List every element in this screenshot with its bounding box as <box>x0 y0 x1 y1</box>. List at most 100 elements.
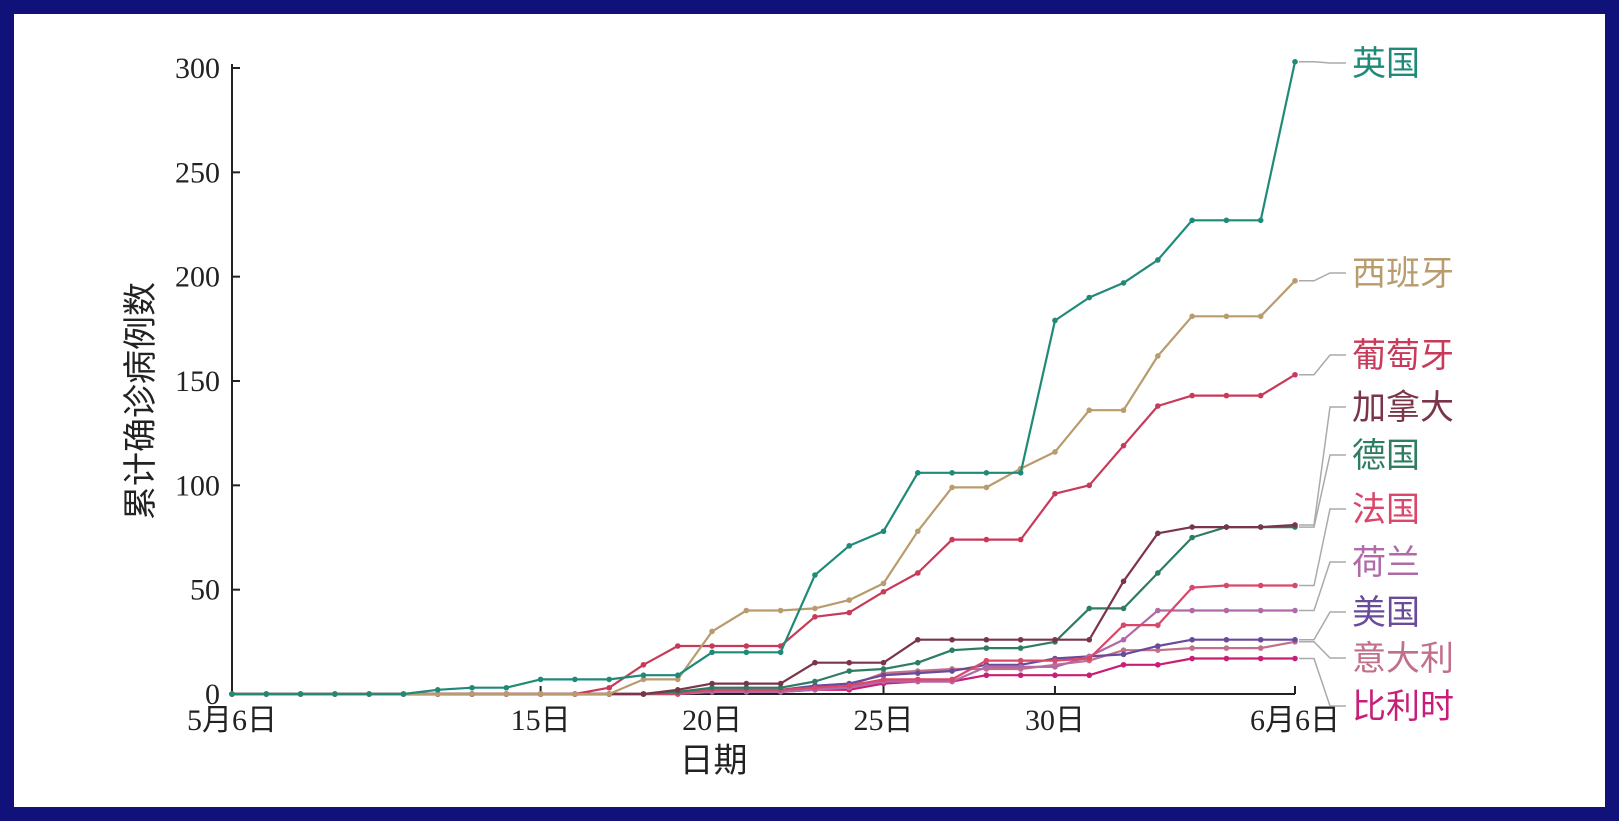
x-tick-label: 20日 <box>682 704 742 737</box>
x-tick-label: 6月6日 <box>1250 704 1340 737</box>
data-point <box>949 470 955 476</box>
data-point <box>1120 605 1127 612</box>
data-point <box>1223 313 1230 320</box>
legend-label: 西班牙 <box>1352 254 1454 294</box>
data-point <box>1223 524 1230 530</box>
data-point <box>1120 407 1127 414</box>
data-point <box>709 684 715 691</box>
data-point <box>1155 607 1161 614</box>
data-point <box>743 684 750 691</box>
data-point <box>812 659 818 666</box>
data-point <box>1017 657 1024 664</box>
legend-leader-line <box>1299 657 1346 707</box>
data-point <box>709 649 715 656</box>
data-point <box>1257 313 1264 320</box>
data-point <box>1086 482 1093 489</box>
data-point <box>1120 636 1127 643</box>
data-point <box>983 470 990 476</box>
data-point <box>1017 470 1024 476</box>
data-point <box>1189 655 1195 662</box>
data-point <box>1189 636 1195 643</box>
data-point <box>572 691 578 697</box>
data-point <box>949 676 955 683</box>
data-point <box>1223 392 1230 399</box>
data-point <box>1257 607 1264 614</box>
data-point <box>1189 524 1195 530</box>
data-point <box>1155 403 1161 409</box>
data-point <box>915 470 921 476</box>
data-point <box>1292 278 1298 284</box>
data-point <box>915 670 921 676</box>
data-point <box>606 684 612 691</box>
data-point <box>1223 645 1230 651</box>
data-point <box>1189 313 1195 320</box>
x-tick-label: 30日 <box>1025 704 1085 737</box>
series-line-2 <box>232 373 1296 696</box>
data-point <box>1189 534 1195 541</box>
legend-leader-line <box>1299 561 1346 612</box>
data-point <box>1052 449 1058 455</box>
x-tick-label: 5月6日 <box>187 704 277 737</box>
data-point <box>983 636 990 643</box>
cases-line-chart: 0 50 100 150 200 250 300 5月6日 15日 20日 25日 30日 6月6日日期… <box>121 44 1454 781</box>
legend-leader-line <box>1299 354 1346 376</box>
data-point <box>743 643 750 649</box>
y-axis-title: 累计确诊病例数 <box>121 282 161 520</box>
data-point <box>263 691 270 697</box>
data-point <box>1120 651 1127 658</box>
data-point <box>1052 490 1058 497</box>
data-point <box>880 666 887 672</box>
data-point <box>743 680 750 687</box>
data-point <box>949 536 955 543</box>
data-point <box>366 691 372 697</box>
data-point <box>1189 645 1195 651</box>
data-point <box>1086 672 1093 679</box>
data-point <box>983 664 990 670</box>
data-point <box>674 676 681 683</box>
data-point <box>434 691 441 697</box>
data-point <box>1223 636 1230 643</box>
legend-leader-line <box>1299 508 1346 587</box>
data-point <box>469 684 475 691</box>
data-point <box>915 636 921 643</box>
data-point <box>1155 643 1161 649</box>
y-tick-label: 200 <box>175 261 220 294</box>
data-point <box>1120 280 1127 286</box>
data-point <box>1257 392 1264 399</box>
data-point <box>674 643 681 649</box>
data-point <box>640 676 647 683</box>
data-point <box>332 691 338 697</box>
data-point <box>846 682 853 689</box>
data-point <box>949 636 955 643</box>
data-point <box>606 691 612 697</box>
data-point <box>640 672 647 679</box>
data-point <box>434 687 441 693</box>
series-line-0 <box>232 61 1297 696</box>
y-tick-label: 300 <box>175 52 220 85</box>
data-point <box>777 680 784 687</box>
data-point <box>880 528 887 535</box>
data-point <box>1257 636 1264 643</box>
x-tick-label: 25日 <box>854 704 914 737</box>
data-point <box>1086 655 1093 662</box>
data-point <box>812 613 818 620</box>
data-point <box>880 588 887 595</box>
data-point <box>297 691 304 697</box>
data-point <box>983 536 990 543</box>
data-point <box>1120 622 1127 628</box>
data-point <box>812 572 818 578</box>
x-axis-title: 日期 <box>680 741 748 781</box>
data-point <box>880 676 887 683</box>
data-point <box>1189 217 1195 224</box>
data-point <box>1120 661 1127 668</box>
data-point <box>1292 58 1298 65</box>
x-tick-label: 15日 <box>511 704 571 737</box>
legend-leader-line <box>1299 272 1346 282</box>
y-tick-label: 150 <box>175 365 220 398</box>
data-point <box>1223 217 1230 224</box>
data-point <box>1052 317 1058 324</box>
data-point <box>1223 607 1230 614</box>
data-point <box>1086 407 1093 414</box>
series-line-8 <box>232 640 1296 696</box>
data-point <box>777 607 784 614</box>
